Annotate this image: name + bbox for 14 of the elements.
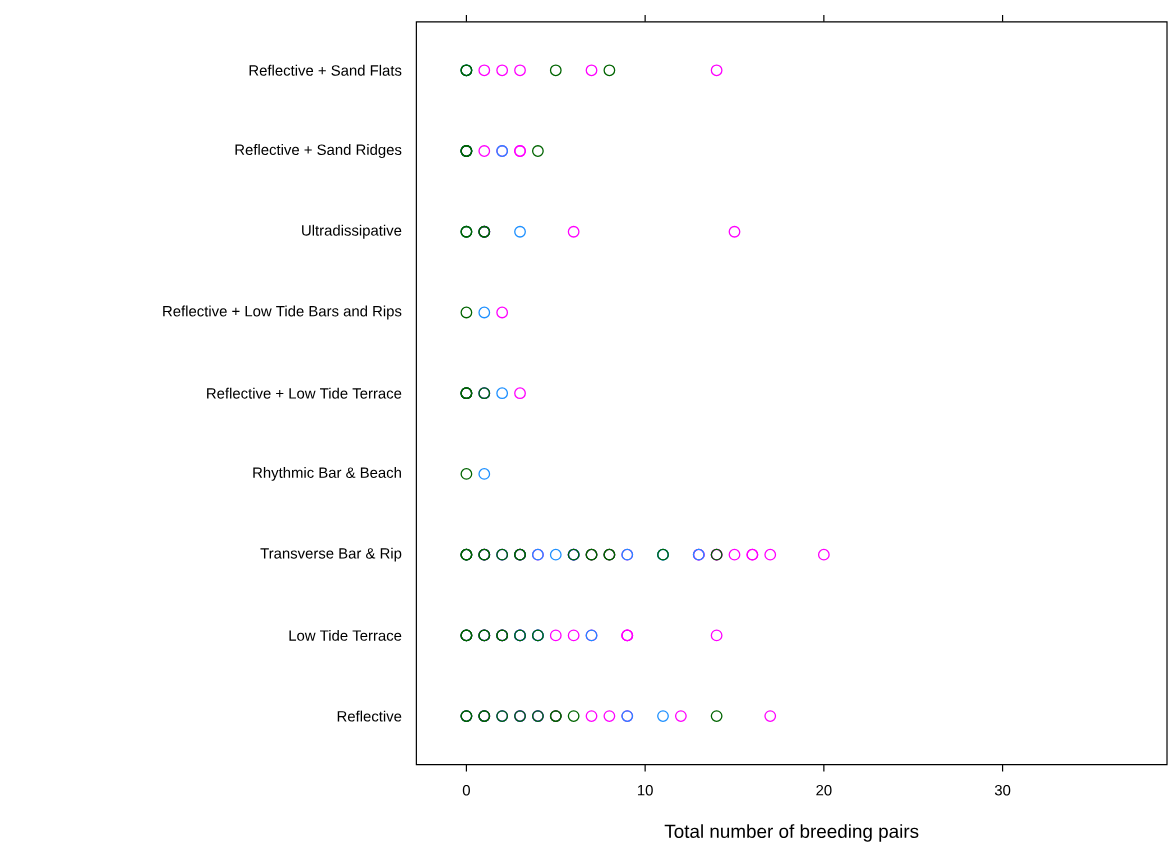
y-tick-label: Reflective + Low Tide Terrace [207,387,402,399]
y-tick-label: Rhythmic Bar & Beach [253,467,401,481]
y-tick-label: Low Tide Terrace [289,630,402,641]
x-tick-label: 0 [462,785,470,796]
x-tick-label: 10 [637,785,653,796]
y-tick-label: Reflective + Sand Ridges [235,144,402,159]
x-tick-label: 20 [816,785,832,796]
x-axis-title: Total number of breeding pairs [664,824,919,842]
y-tick-label: Reflective + Low Tide Bars and Rips [163,305,402,320]
y-tick-label: Reflective + Sand Flats [249,64,402,76]
y-tick-label: Transverse Bar & Rip [260,547,402,562]
y-tick-label: Reflective [337,710,402,722]
y-tick-label: Ultradissipative [302,224,402,239]
x-tick-label: 30 [994,785,1011,796]
